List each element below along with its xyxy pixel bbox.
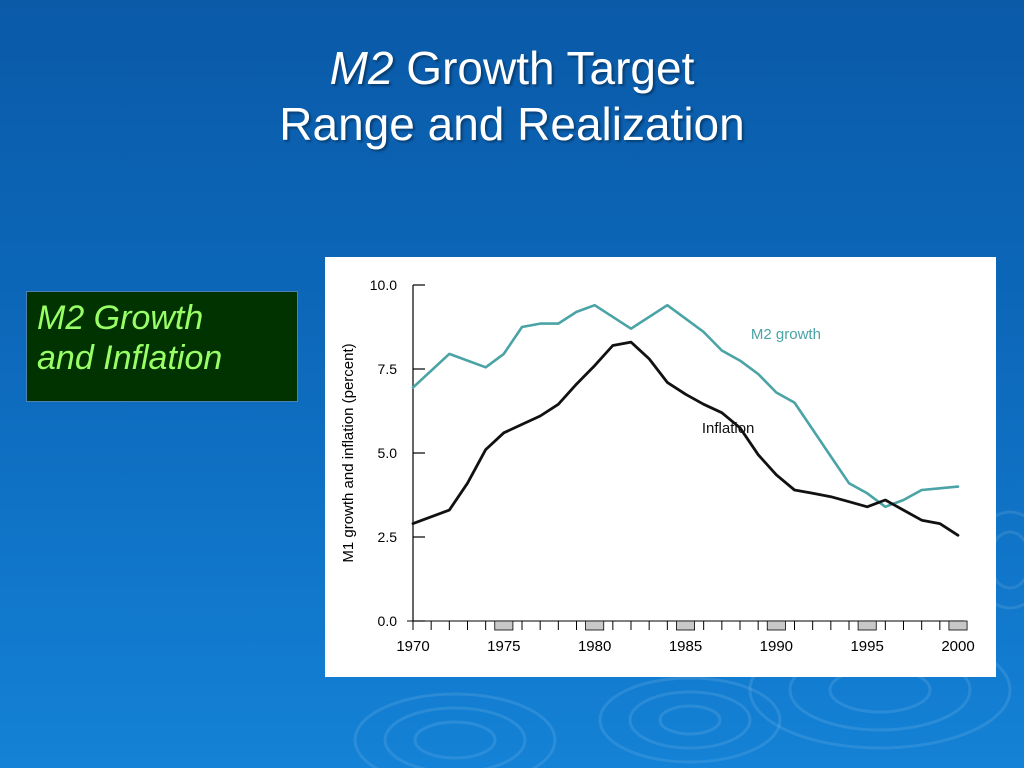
title-rest: Growth Target (393, 42, 695, 94)
inflation-line (411, 340, 960, 537)
x-tick-label: 1990 (760, 638, 793, 655)
x-shaded-year-box (857, 620, 877, 631)
caption-line-1: M2 Growth (37, 299, 204, 337)
slide-title: M2 Growth Target Range and Realization (0, 40, 1024, 152)
x-tick-label: 1970 (396, 638, 429, 655)
inflation-label: Inflation (702, 420, 755, 437)
x-shaded-year-box (766, 620, 786, 631)
y-axis-label: M1 growth and inflation (percent) (340, 343, 357, 562)
chart-panel: 0.0 2.5 5.0 7.5 10.0 M1 growth and inflation … (325, 257, 996, 677)
m2-growth-line (411, 303, 960, 509)
x-shaded-year-box (494, 620, 514, 631)
line-chart: 0.0 2.5 5.0 7.5 10.0 M1 growth and inflation … (340, 277, 975, 655)
caption-box: M2 Growth and Inflation (26, 291, 298, 402)
y-tick-label: 7.5 (378, 361, 398, 377)
m2-growth-label: M2 growth (751, 326, 821, 343)
x-tick-label: 1980 (578, 638, 611, 655)
title-line-1: M2 Growth Target (0, 40, 1024, 96)
x-tick-label: 1995 (850, 638, 883, 655)
caption-line-2: and Inflation (37, 339, 223, 377)
title-italic: M2 (329, 42, 394, 94)
x-tick-label: 1975 (487, 638, 520, 655)
x-tick-label: 1985 (669, 638, 702, 655)
x-shaded-year-box (676, 620, 695, 631)
y-tick-label: 0.0 (378, 613, 398, 629)
x-shaded-year-box (585, 620, 605, 631)
y-tick-label: 2.5 (378, 529, 398, 545)
y-tick-label: 10.0 (370, 277, 397, 293)
y-tick-label: 5.0 (378, 445, 398, 461)
x-tick-label: 2000 (941, 638, 974, 655)
title-line-2: Range and Realization (279, 98, 745, 150)
x-shaded-year-box (948, 620, 968, 631)
